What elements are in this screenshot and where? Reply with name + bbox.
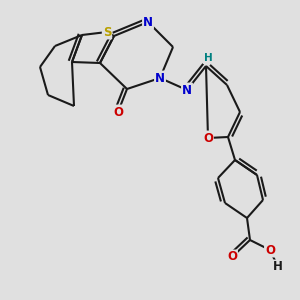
- Text: S: S: [103, 26, 111, 38]
- Text: N: N: [155, 71, 165, 85]
- Text: O: O: [265, 244, 275, 256]
- Text: O: O: [203, 131, 213, 145]
- Text: N: N: [182, 83, 192, 97]
- Text: H: H: [273, 260, 283, 274]
- Text: H: H: [204, 53, 212, 63]
- Text: O: O: [113, 106, 123, 118]
- Text: O: O: [227, 250, 237, 263]
- Text: N: N: [143, 16, 153, 28]
